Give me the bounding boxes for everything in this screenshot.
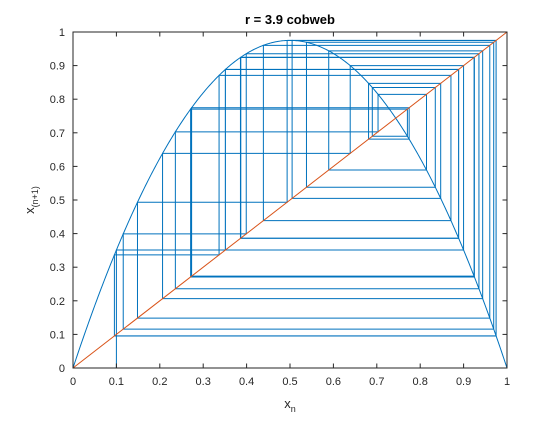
y-tick-label: 0.4 [50,229,65,241]
y-axis-title: x(n+1) [22,186,40,214]
x-tick-label: 0.3 [196,376,211,388]
x-tick-label: 0 [70,376,76,388]
cobweb-path [113,39,497,368]
x-tick-label: 0.5 [282,376,297,388]
x-axis-title: xn [284,396,296,414]
x-axis-ticks: 0 0.1 0.2 0.3 0.4 0.5 0.6 0.7 0.8 0.9 1 [70,32,510,388]
x-tick-label: 0.1 [109,376,124,388]
x-tick-label: 0.6 [326,376,341,388]
plot-marks [72,31,508,369]
x-tick-label: 0.8 [413,376,428,388]
y-tick-label: 0.7 [50,128,65,140]
x-tick-label: 0.4 [239,376,254,388]
y-tick-label: 0.8 [50,94,65,106]
y-axis-title-base: x [22,207,37,214]
x-axis-title-subscript: n [291,404,296,414]
y-tick-label: 0.3 [50,262,65,274]
y-tick-label: 0.6 [50,161,65,173]
x-tick-label: 0.7 [369,376,384,388]
y-axis-ticks: 0 0.1 0.2 0.3 0.4 0.5 0.6 0.7 0.8 0.9 1 [50,27,507,375]
y-tick-label: 1 [59,27,65,39]
y-tick-label: 0.1 [50,329,65,341]
x-tick-label: 0.9 [456,376,471,388]
x-tick-label: 1 [504,376,510,388]
chart-title: r = 3.9 cobweb [245,12,335,27]
y-tick-label: 0.9 [50,61,65,73]
logistic-map-curve [72,39,508,369]
x-tick-label: 0.2 [152,376,167,388]
x-axis-title-base: x [284,396,291,411]
y-tick-label: 0.2 [50,296,65,308]
y-tick-label: 0.5 [50,195,65,207]
y-tick-label: 0 [59,363,65,375]
y-axis-title-subscript: (n+1) [30,186,40,207]
identity-line [72,31,508,369]
